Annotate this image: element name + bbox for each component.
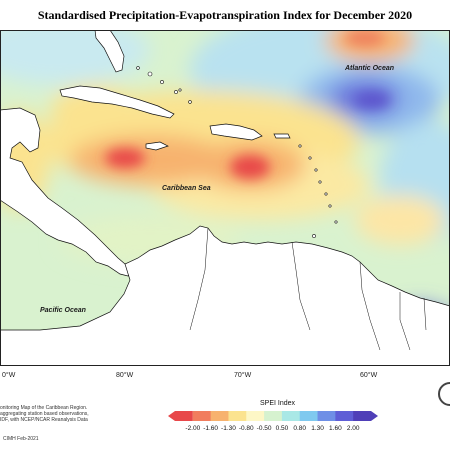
legend-swatch xyxy=(299,411,319,421)
note-line-3: IDF, with NCEP/NCAR Reanalysis Data xyxy=(0,417,88,423)
legend-swatch xyxy=(246,411,265,421)
note-line-2: aggregating station based observations, xyxy=(0,411,89,417)
credit-text: CIMH Feb-2021 xyxy=(3,436,39,442)
cimh-logo xyxy=(438,382,450,406)
lon-label-60w: 60°W xyxy=(360,372,378,379)
hispaniola xyxy=(209,123,263,141)
jamaica xyxy=(145,141,169,151)
puerto-rico xyxy=(273,133,291,139)
legend-title: SPEI Index xyxy=(260,400,296,407)
legend-swatch xyxy=(210,411,229,421)
central-america xyxy=(0,107,133,277)
legend-swatch xyxy=(317,411,336,421)
dry-core-east xyxy=(230,155,270,179)
legend-swatch xyxy=(353,411,378,421)
legend-tick-label: 0.50 xyxy=(275,425,289,432)
legend-tick-label: -0.50 xyxy=(256,425,272,432)
legend-tick-label: -2.00 xyxy=(185,425,201,432)
wet-core-atlantic xyxy=(354,92,390,108)
legend-swatch xyxy=(168,411,193,421)
spei-map: Atlantic Ocean Caribbean Sea Pacific Oce… xyxy=(0,30,450,366)
florida xyxy=(94,30,125,73)
legend-swatch xyxy=(228,411,247,421)
cuba xyxy=(59,85,175,119)
map-title: Standardised Precipitation-Evapotranspir… xyxy=(37,8,413,22)
label-caribbean-sea: Caribbean Sea xyxy=(162,185,211,192)
borders xyxy=(189,227,427,351)
legend-tick-label: -0.80 xyxy=(238,425,254,432)
legend-swatch xyxy=(192,411,212,421)
dry-core-north xyxy=(345,30,385,46)
legend-tick-label: -1.30 xyxy=(221,425,236,432)
legend-tick-label: 0.80 xyxy=(293,425,307,432)
label-atlantic-ocean: Atlantic Ocean xyxy=(344,65,394,72)
south-america xyxy=(0,225,450,366)
land-masses xyxy=(0,30,450,366)
legend-colorbar xyxy=(168,411,378,421)
legend-swatch xyxy=(335,411,354,421)
dry-core-west xyxy=(105,148,145,168)
legend-tick-label: 1.60 xyxy=(329,425,342,432)
small-islands xyxy=(136,66,338,238)
legend-tick-label: -1.60 xyxy=(203,425,219,432)
legend-tick-label: 1.30 xyxy=(311,425,324,432)
legend-swatch xyxy=(264,411,283,421)
lon-label-70w: 70°W xyxy=(234,372,252,379)
map-notes: onitoring Map of the Caribbean Region. a… xyxy=(0,405,110,423)
lon-label-80w: 80°W xyxy=(116,372,134,379)
label-pacific-ocean: Pacific Ocean xyxy=(40,307,86,314)
legend-swatch xyxy=(281,411,301,421)
legend-tick-label: 2.00 xyxy=(346,425,360,432)
lon-label-0: 0°W xyxy=(2,372,16,379)
note-line-1: onitoring Map of the Caribbean Region. xyxy=(0,405,88,411)
